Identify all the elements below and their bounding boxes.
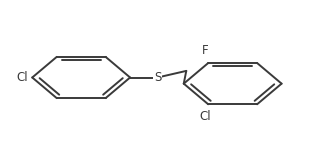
Text: Cl: Cl — [199, 110, 211, 123]
Text: Cl: Cl — [17, 71, 29, 84]
Text: F: F — [202, 44, 208, 57]
Text: S: S — [154, 71, 161, 84]
